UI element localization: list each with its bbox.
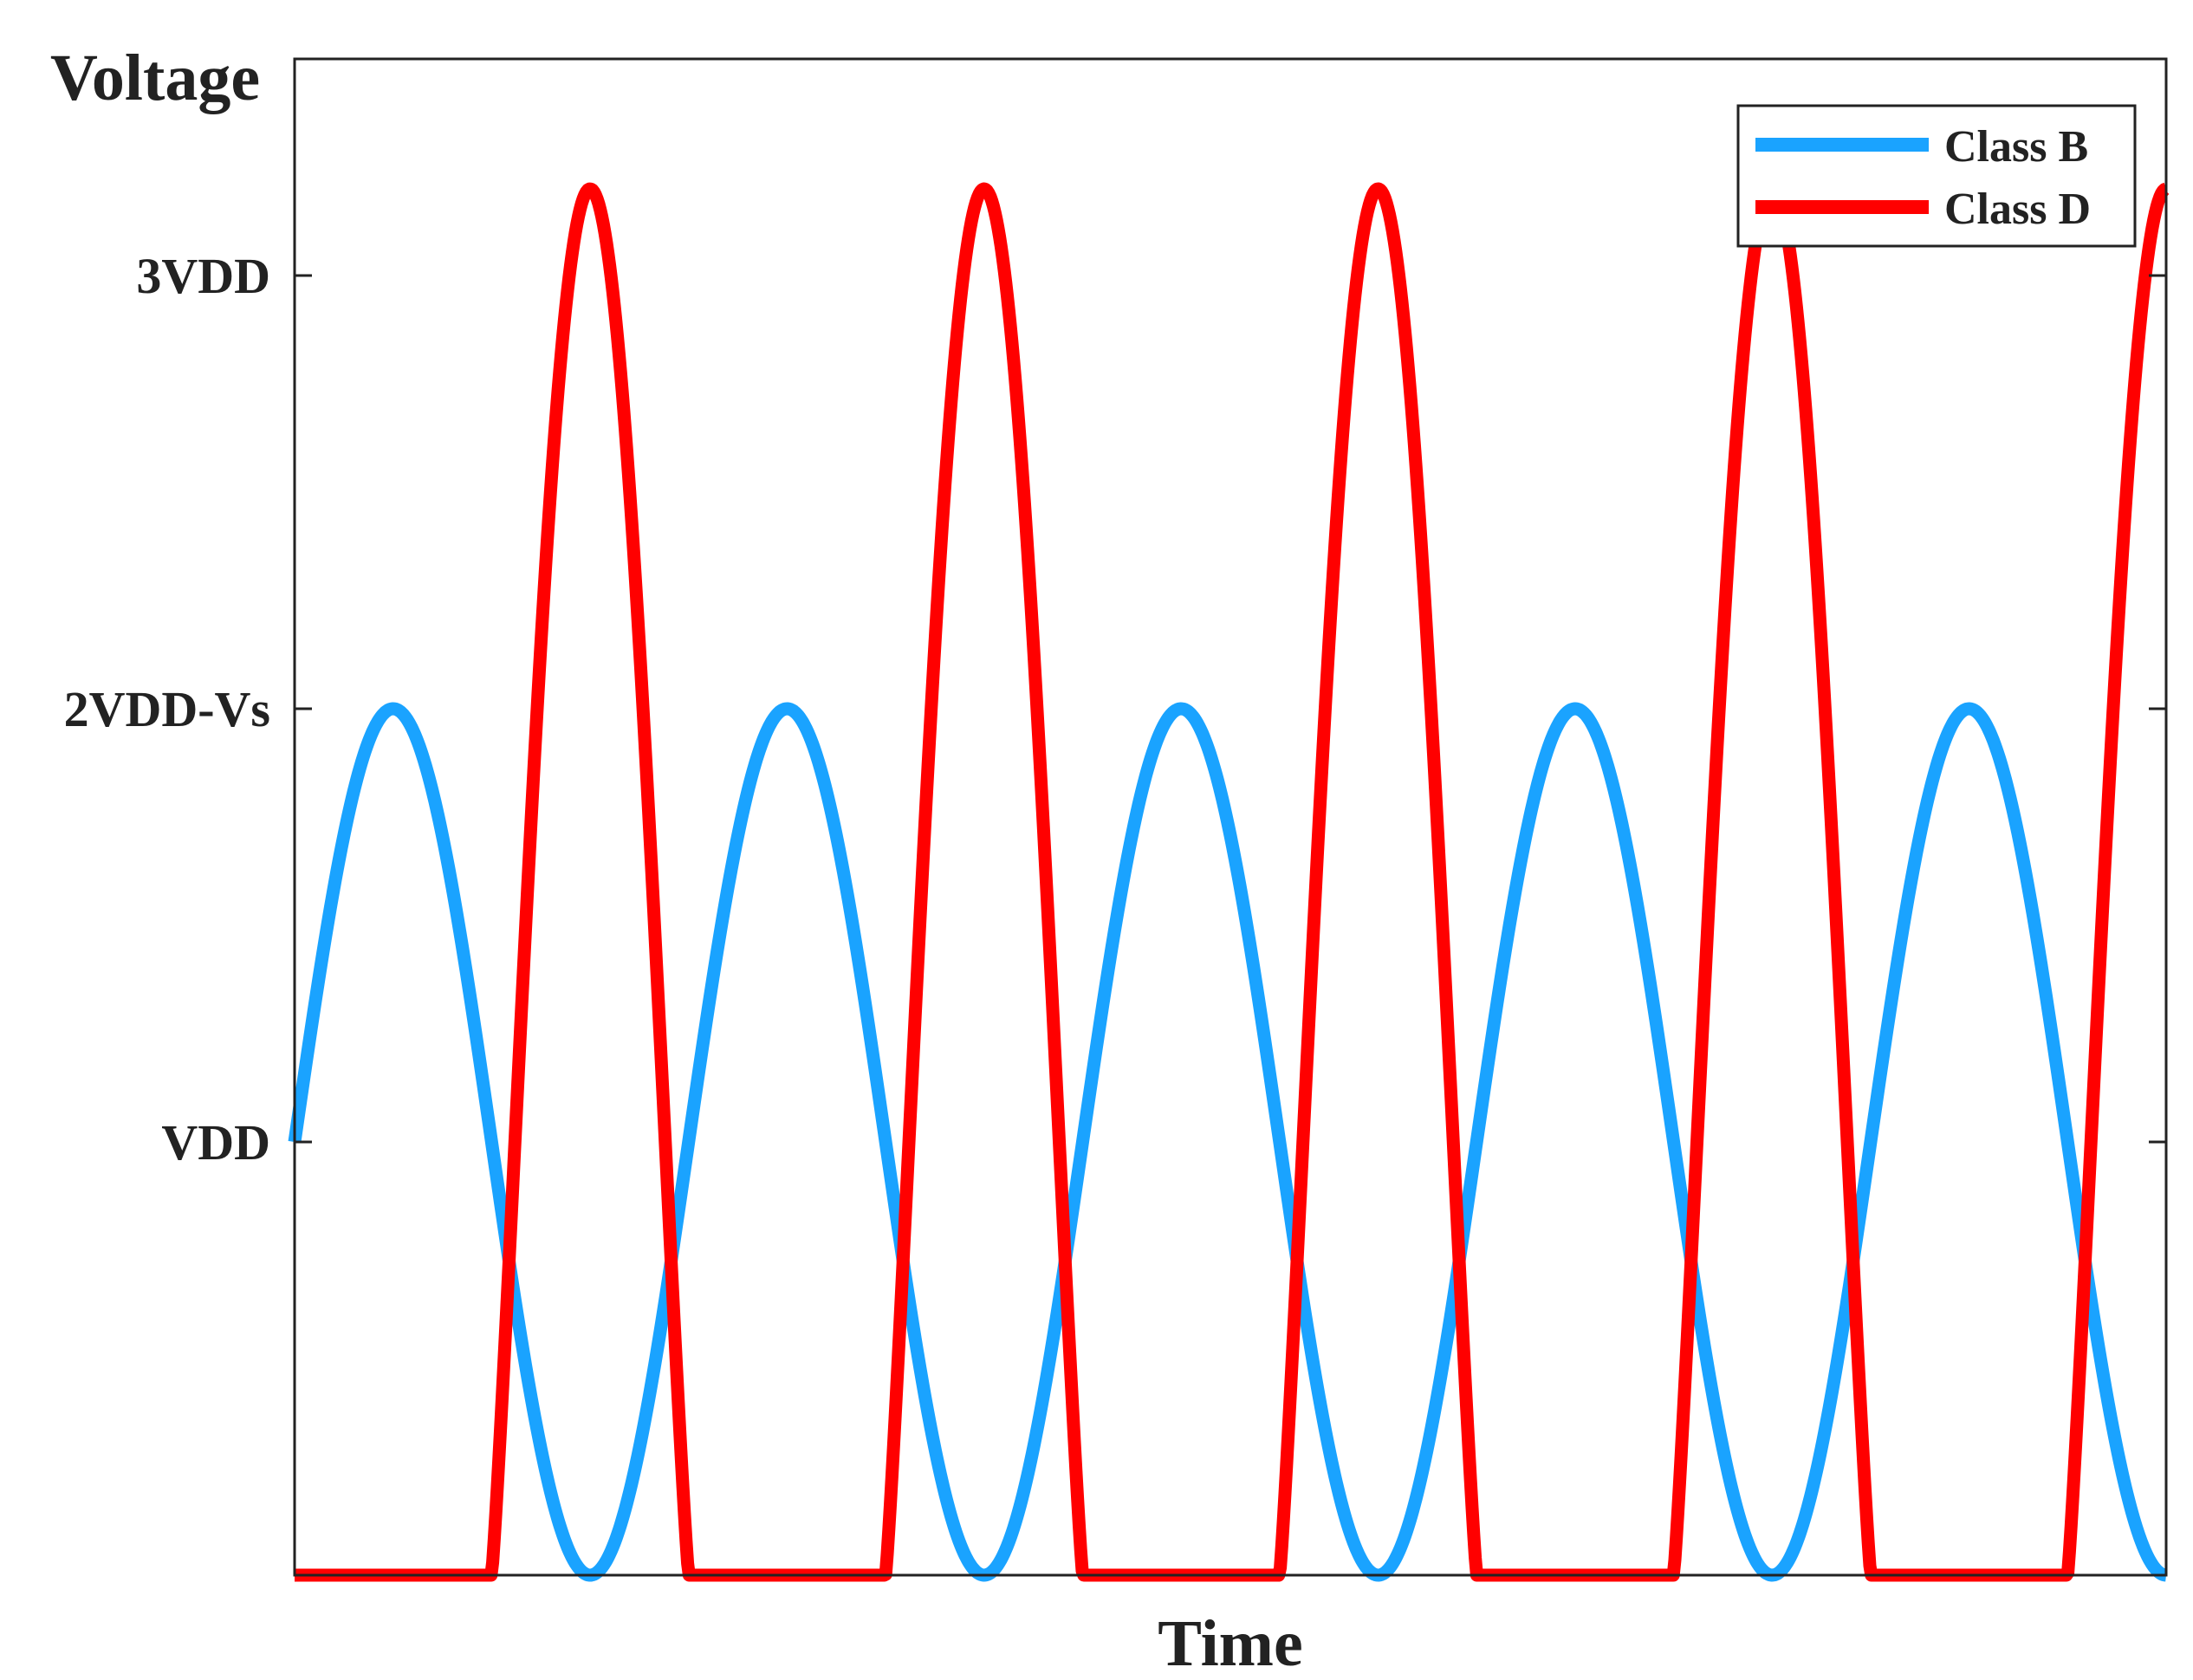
legend-label-class-b: Class B (1944, 122, 2088, 172)
y-tick-label-0: VDD (161, 1114, 270, 1171)
legend: Class B Class D (1736, 104, 2137, 248)
tick-layer: VDD 2VDD-Vs 3VDD (64, 248, 2166, 1171)
y-tick-label-2: 3VDD (136, 248, 270, 304)
axes-box (293, 57, 2168, 1577)
legend-label-class-d: Class D (1944, 185, 2091, 234)
legend-box (1736, 104, 2137, 248)
y-axis-label: Voltage (50, 42, 260, 114)
y-tick-label-1: 2VDD-Vs (64, 681, 270, 737)
x-axis-label: Time (1158, 1607, 1302, 1680)
